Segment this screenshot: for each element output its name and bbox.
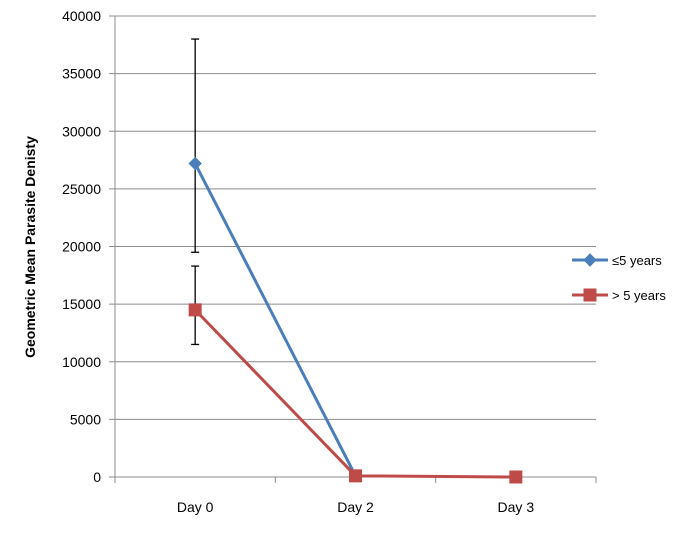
y-tick-label: 0 bbox=[93, 469, 101, 485]
y-tick-label: 5000 bbox=[70, 411, 101, 427]
series-under-5-point bbox=[188, 156, 202, 171]
error-bars bbox=[191, 38, 200, 346]
y-tick-label: 35000 bbox=[62, 66, 101, 82]
y-tick-label: 30000 bbox=[62, 123, 101, 139]
series-over-5-point bbox=[509, 470, 523, 484]
legend-item-over-5-label: > 5 years bbox=[612, 288, 666, 303]
series-over-5-point bbox=[188, 303, 202, 317]
series-over-5-point bbox=[349, 469, 362, 483]
y-tick-labels: 0 5000 10000 15000 20000 25000 30000 35000 40000 bbox=[62, 8, 101, 485]
legend-item-under-5-label: ≤5 years bbox=[612, 253, 662, 268]
y-tick-label: 15000 bbox=[62, 296, 101, 312]
x-tick-labels: Day 0 Day 2 Day 3 bbox=[177, 499, 534, 515]
y-tick-label: 20000 bbox=[62, 239, 101, 255]
legend-item-over-5-marker bbox=[583, 288, 597, 302]
y-axis-title: Geometric Mean Parasite Denisty bbox=[22, 136, 38, 358]
x-tick-label: Day 3 bbox=[498, 499, 535, 515]
series-under-5-line bbox=[193, 162, 357, 477]
axes bbox=[109, 15, 597, 483]
y-tick-label: 10000 bbox=[62, 354, 101, 370]
series-over-5-line bbox=[194, 308, 516, 479]
legend: ≤5 years > 5 years bbox=[572, 253, 666, 303]
y-tick-label: 40000 bbox=[62, 8, 101, 24]
series-lines bbox=[188, 156, 523, 484]
x-tick-label: Day 0 bbox=[177, 499, 214, 515]
y-tick-label: 25000 bbox=[62, 181, 101, 197]
legend-item-under-5-marker bbox=[583, 253, 597, 267]
x-tick-label: Day 2 bbox=[337, 499, 374, 515]
gridlines bbox=[115, 15, 596, 420]
